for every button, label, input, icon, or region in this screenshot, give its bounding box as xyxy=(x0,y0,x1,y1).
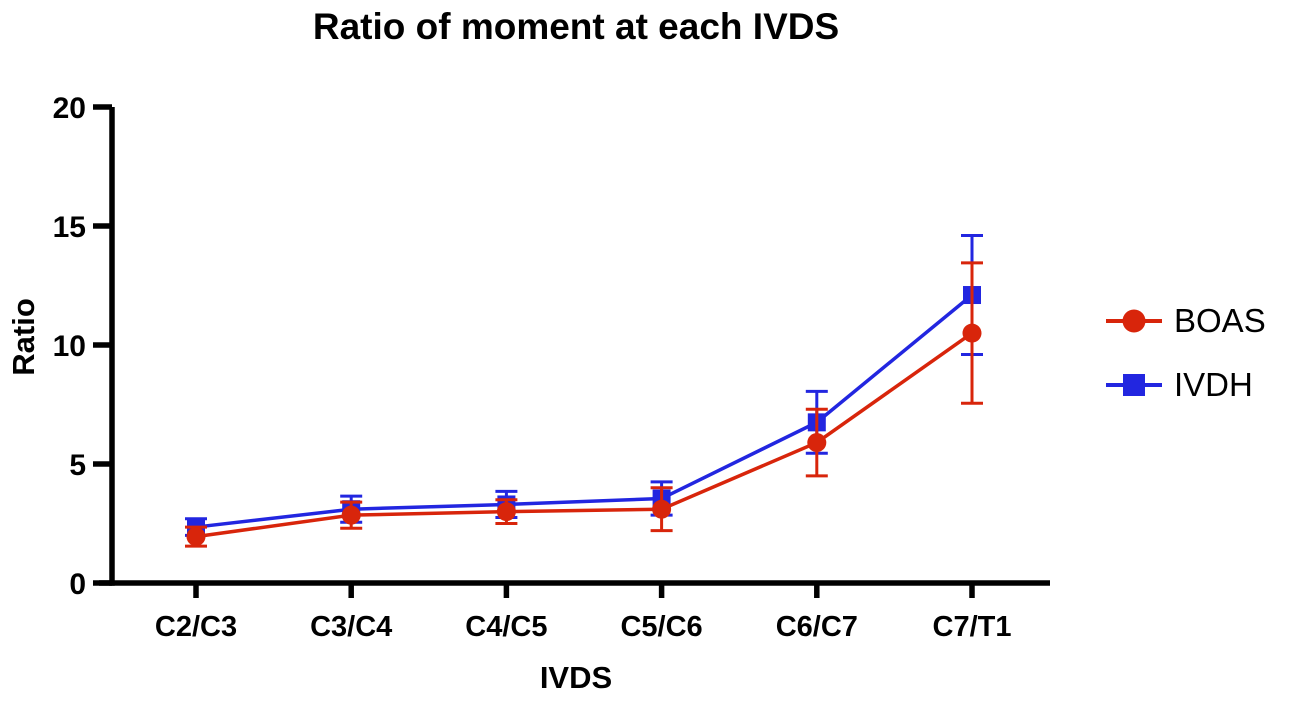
svg-text:20: 20 xyxy=(53,92,86,125)
svg-text:5: 5 xyxy=(69,449,86,482)
svg-text:0: 0 xyxy=(69,568,86,601)
legend-label-ivdh: IVDH xyxy=(1174,366,1253,403)
svg-text:C2/C3: C2/C3 xyxy=(155,611,237,643)
legend-item-boas: BOAS xyxy=(1106,302,1266,340)
svg-text:C6/C7: C6/C7 xyxy=(776,611,858,643)
legend: BOAS IVDH xyxy=(1106,302,1266,404)
chart-title: Ratio of moment at each IVDS xyxy=(312,6,840,47)
boas-circle-marker-icon xyxy=(1106,309,1162,333)
ivdh-square-marker-icon xyxy=(1106,374,1162,396)
x-axis-label: IVDS xyxy=(539,660,613,695)
svg-text:C3/C4: C3/C4 xyxy=(310,611,392,643)
legend-item-ivdh: IVDH xyxy=(1106,366,1266,404)
legend-label-boas: BOAS xyxy=(1174,302,1266,339)
svg-text:C4/C5: C4/C5 xyxy=(465,611,547,643)
svg-text:C7/T1: C7/T1 xyxy=(933,611,1012,643)
svg-text:10: 10 xyxy=(53,330,86,363)
svg-text:C5/C6: C5/C6 xyxy=(620,611,702,643)
svg-text:15: 15 xyxy=(53,211,86,244)
